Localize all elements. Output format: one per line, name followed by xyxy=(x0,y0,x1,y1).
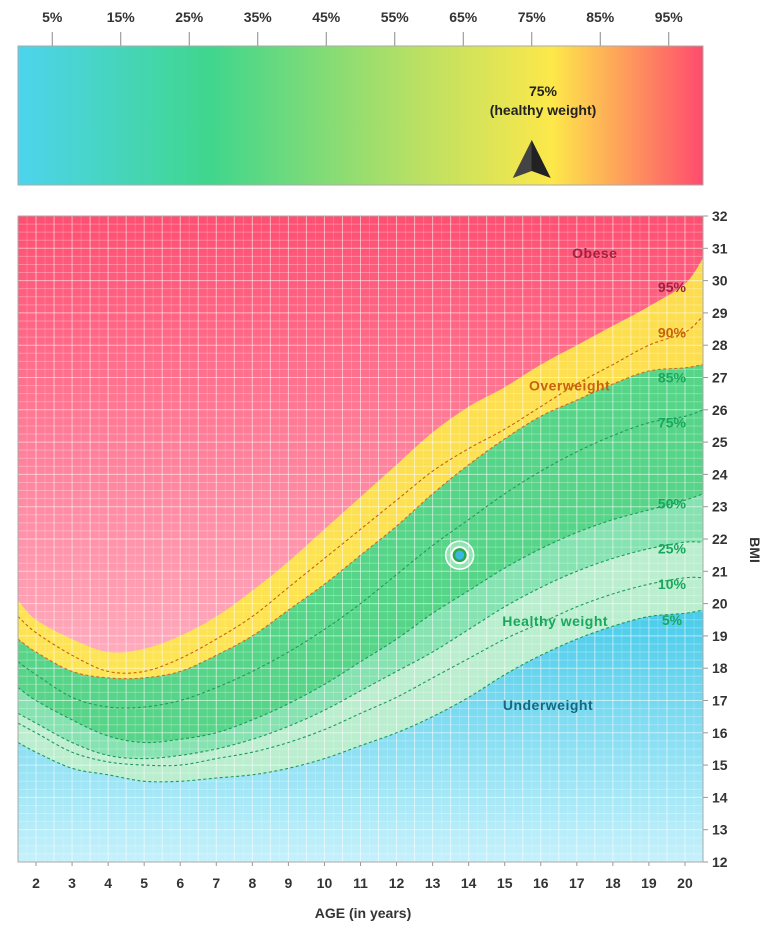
zone-label: Underweight xyxy=(503,697,593,713)
y-tick-label: 12 xyxy=(712,854,728,870)
x-tick-label: 10 xyxy=(317,875,333,891)
y-tick-label: 29 xyxy=(712,305,728,321)
x-tick-label: 19 xyxy=(641,875,657,891)
x-tick-label: 6 xyxy=(176,875,184,891)
percentile-label: 90% xyxy=(658,324,687,340)
percentile-gauge: 5% 15% 25% 35% 45% 55% 65% 75% 85% 95% 75% (healt… xyxy=(17,9,704,186)
y-tick-label: 27 xyxy=(712,370,728,386)
gauge-marker-label: 75% xyxy=(529,83,558,99)
y-tick-label: 17 xyxy=(712,693,728,709)
x-tick-label: 5 xyxy=(140,875,148,891)
percentile-curve xyxy=(18,364,703,680)
percentile-curve xyxy=(18,609,703,783)
y-tick-label: 15 xyxy=(712,757,728,773)
x-tick-label: 17 xyxy=(569,875,585,891)
gauge-tick-label: 45% xyxy=(312,9,341,25)
x-axis-ticks: 2 3 4 5 6 7 8 9 10 11 12 13 14 15 16 17 18 19 20 xyxy=(32,862,693,891)
x-tick-label: 20 xyxy=(677,875,693,891)
zone-label: Healthy weight xyxy=(502,613,608,629)
y-tick-label: 28 xyxy=(712,337,728,353)
gauge-tick-label: 25% xyxy=(175,9,204,25)
x-axis-label: AGE (in years) xyxy=(315,905,411,921)
percentile-labels: 95% 90% 85% 75% 50% 25% 10% 5% xyxy=(658,279,687,628)
underweight-zone xyxy=(18,610,703,862)
gauge-tick-label: 5% xyxy=(42,9,63,25)
bmi-plot: 2 3 4 5 6 7 8 9 10 11 12 13 14 15 16 17 18 19 20 121314151… xyxy=(17,208,763,921)
data-point xyxy=(444,540,475,570)
y-tick-label: 26 xyxy=(712,402,728,418)
x-tick-label: 7 xyxy=(212,875,220,891)
y-tick-label: 25 xyxy=(712,434,728,450)
gauge-bar xyxy=(17,45,704,186)
x-tick-label: 2 xyxy=(32,875,40,891)
percentile-label: 25% xyxy=(658,541,687,557)
zone-label: Obese xyxy=(572,245,617,261)
percentile-label: 5% xyxy=(662,612,683,628)
y-tick-label: 31 xyxy=(712,240,728,256)
percentile-label: 75% xyxy=(658,415,687,431)
percentile-label: 95% xyxy=(658,279,687,295)
x-tick-label: 15 xyxy=(497,875,513,891)
percentile-label: 50% xyxy=(658,495,687,511)
x-tick-label: 9 xyxy=(284,875,292,891)
y-tick-label: 21 xyxy=(712,563,728,579)
x-tick-label: 8 xyxy=(248,875,256,891)
x-tick-label: 3 xyxy=(68,875,76,891)
gauge-pointer-icon xyxy=(512,140,551,178)
percentile-curve xyxy=(18,576,703,767)
y-tick-label: 20 xyxy=(712,596,728,612)
gauge-tick-label: 65% xyxy=(449,9,478,25)
percentile-curve xyxy=(18,315,703,674)
gauge-tick-label: 35% xyxy=(244,9,273,25)
percentile-curve xyxy=(18,409,703,709)
y-tick-label: 30 xyxy=(712,273,728,289)
x-tick-label: 11 xyxy=(353,875,368,891)
x-tick-label: 13 xyxy=(425,875,441,891)
y-axis-label: BMI xyxy=(747,537,763,563)
gauge-tick-label: 75% xyxy=(518,9,547,25)
y-tick-label: 19 xyxy=(712,628,728,644)
gauge-tick-label: 95% xyxy=(655,9,684,25)
x-tick-label: 14 xyxy=(461,875,477,891)
y-tick-label: 24 xyxy=(712,466,728,482)
percentile-label: 85% xyxy=(658,370,687,386)
x-tick-label: 18 xyxy=(605,875,621,891)
percentile-curve xyxy=(18,541,703,760)
gauge-marker-sublabel: (healthy weight) xyxy=(490,102,597,118)
x-tick-label: 12 xyxy=(389,875,405,891)
x-tick-label: 4 xyxy=(104,875,112,891)
x-tick-label: 16 xyxy=(533,875,549,891)
percentile-curves xyxy=(18,315,703,783)
y-tick-label: 13 xyxy=(712,822,728,838)
gauge-tick-label: 15% xyxy=(107,9,136,25)
y-tick-label: 32 xyxy=(712,208,728,224)
y-tick-label: 16 xyxy=(712,725,728,741)
gauge-ticks: 5% 15% 25% 35% 45% 55% 65% 75% 85% 95% xyxy=(42,9,683,46)
data-point-center xyxy=(455,550,465,560)
y-tick-label: 22 xyxy=(712,531,728,547)
gauge-tick-label: 55% xyxy=(381,9,410,25)
y-tick-label: 23 xyxy=(712,499,728,515)
y-tick-label: 14 xyxy=(712,789,728,805)
zone-labels: Obese Overweight Healthy weight Underweight xyxy=(502,245,617,713)
zone-label: Overweight xyxy=(529,377,610,393)
y-axis-ticks: 12 13 14 15 16 17 18 19 20 21 22 23 24 25 26 27 28 29 30 31… xyxy=(703,208,728,870)
gauge-tick-label: 85% xyxy=(586,9,615,25)
percentile-label: 10% xyxy=(658,576,687,592)
grid xyxy=(18,216,703,862)
y-tick-label: 18 xyxy=(712,660,728,676)
